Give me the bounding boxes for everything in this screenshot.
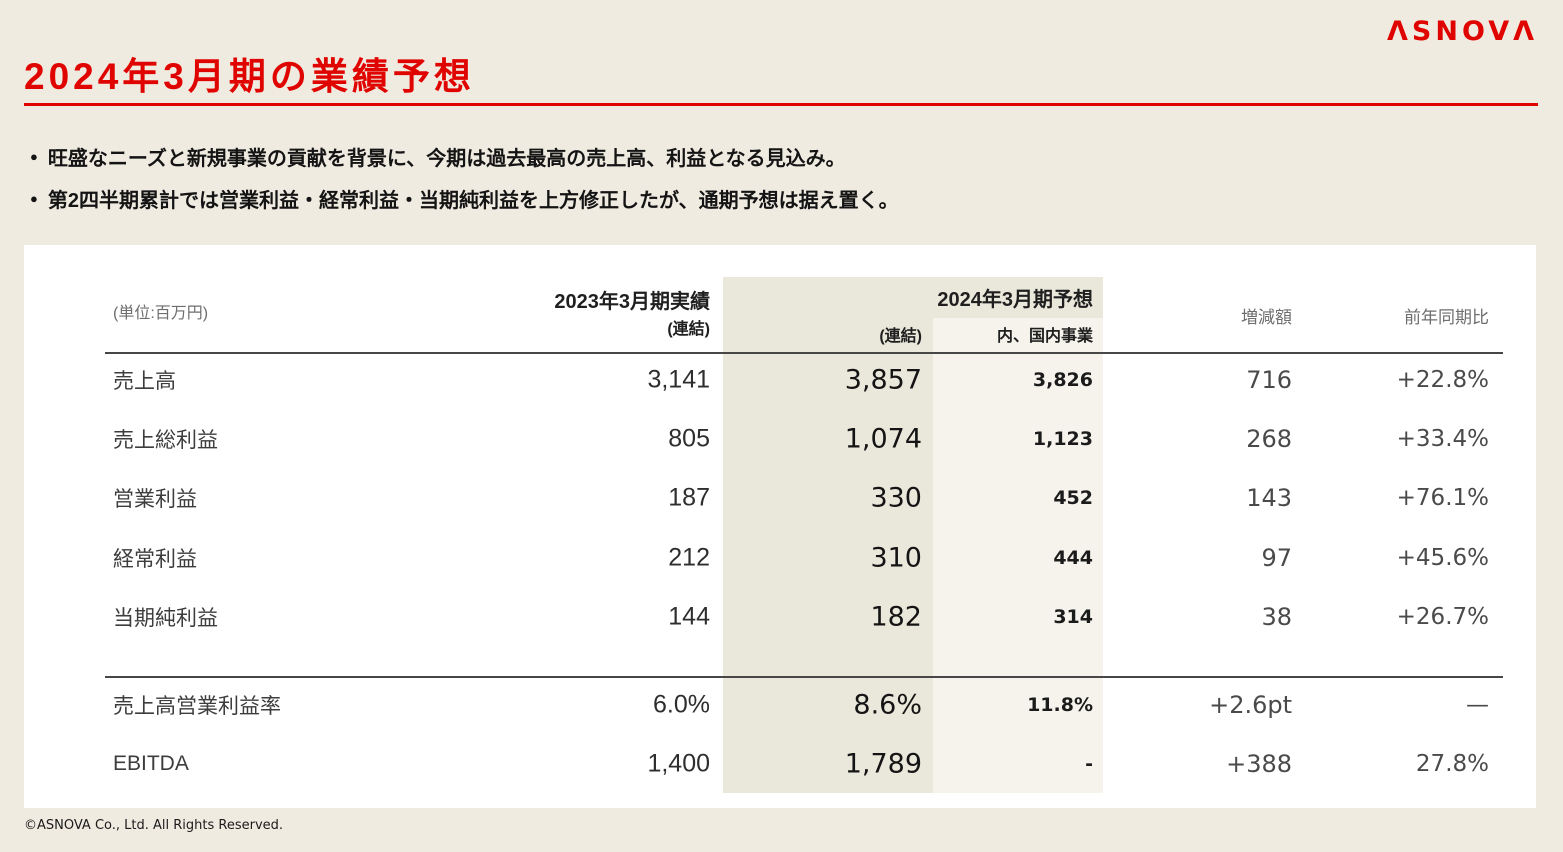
cell-domestic: 11.8% [1027, 694, 1093, 716]
title-divider [24, 103, 1538, 106]
results-table-card: (単位:百万円) 2023年3月期実績 (連結) 2024年3月期予想 (連結)… [24, 245, 1536, 808]
forecast-group-header-shade [933, 277, 1103, 318]
section-divider [105, 676, 1503, 678]
cell-domestic: - [1085, 753, 1093, 775]
col-header-2024-forecast: 2024年3月期予想 [937, 289, 1093, 311]
row-label: 売上高 [113, 370, 176, 393]
row-label: 売上総利益 [113, 429, 218, 452]
cell-actual-2023: 805 [668, 424, 710, 453]
cell-domestic: 452 [1053, 487, 1093, 509]
col-header-2024-domestic: 内、国内事業 [996, 328, 1093, 345]
col-header-yoy: 前年同期比 [1404, 308, 1489, 327]
table-row: 当期純利益 144 182 314 38 +26.7% [105, 592, 1503, 642]
cell-actual-2023: 1,400 [647, 749, 710, 778]
col-header-2024-consolidated: (連結) [879, 328, 922, 345]
cell-yoy: +33.4% [1396, 426, 1489, 452]
table-row: 売上高 3,141 3,857 3,826 716 +22.8% [105, 355, 1503, 405]
bullet-icon: ● [30, 191, 38, 206]
cell-forecast-2024: 8.6% [853, 689, 922, 721]
cell-actual-2023: 6.0% [653, 690, 710, 719]
cell-domestic: 444 [1053, 547, 1093, 569]
bullet-text: 第2四半期累計では営業利益・経常利益・当期純利益を上方修正したが、通期予想は据え… [47, 190, 899, 212]
footer-copyright: ©ASNOVA Co., Ltd. All Rights Reserved. [24, 818, 284, 833]
cell-forecast-2024: 330 [870, 482, 922, 514]
row-label: 売上高営業利益率 [113, 695, 281, 718]
cell-forecast-2024: 1,789 [844, 748, 922, 780]
cell-forecast-2024: 3,857 [844, 364, 922, 396]
cell-forecast-2024: 1,074 [844, 423, 922, 455]
cell-change: 716 [1246, 366, 1292, 394]
cell-change: +388 [1226, 750, 1292, 778]
forecast-domestic-column-shade [933, 318, 1103, 793]
cell-forecast-2024: 310 [870, 542, 922, 574]
table-row: 売上総利益 805 1,074 1,123 268 +33.4% [105, 414, 1503, 464]
cell-yoy: — [1466, 692, 1489, 718]
cell-yoy: +45.6% [1396, 545, 1489, 571]
page-title: 2024年3月期の業績予想 [24, 56, 475, 97]
cell-yoy: 27.8% [1415, 751, 1489, 777]
bullet-text: 旺盛なニーズと新規事業の貢献を背景に、今期は過去最高の売上高、利益となる見込み。 [47, 148, 846, 170]
col-header-2023-sub: (連結) [667, 321, 710, 338]
table-row: EBITDA 1,400 1,789 - +388 27.8% [105, 739, 1503, 789]
cell-actual-2023: 187 [668, 483, 710, 512]
cell-yoy: +22.8% [1396, 367, 1489, 393]
cell-domestic: 3,826 [1032, 369, 1093, 391]
cell-change: 38 [1261, 603, 1292, 631]
row-label: 当期純利益 [113, 607, 218, 630]
cell-actual-2023: 3,141 [647, 365, 710, 394]
table-row: 営業利益 187 330 452 143 +76.1% [105, 473, 1503, 523]
row-label: EBITDA [113, 752, 189, 775]
row-label: 経常利益 [113, 548, 197, 571]
cell-actual-2023: 212 [668, 543, 710, 572]
forecast-consolidated-column-shade [723, 277, 933, 793]
cell-yoy: +26.7% [1396, 604, 1489, 630]
header-divider [105, 352, 1503, 354]
col-header-2023-actual: 2023年3月期実績 [554, 291, 710, 313]
asnova-logo: ΛSNOVΛ [1387, 16, 1538, 47]
cell-change: +2.6pt [1209, 691, 1292, 719]
row-label: 営業利益 [113, 488, 197, 511]
bullet-item: ● 第2四半期累計では営業利益・経常利益・当期純利益を上方修正したが、通期予想は… [30, 184, 899, 213]
cell-change: 97 [1261, 544, 1292, 572]
cell-actual-2023: 144 [668, 602, 710, 631]
table-row: 経常利益 212 310 444 97 +45.6% [105, 533, 1503, 583]
cell-domestic: 314 [1053, 606, 1093, 628]
cell-change: 143 [1246, 484, 1292, 512]
cell-yoy: +76.1% [1396, 485, 1489, 511]
cell-forecast-2024: 182 [870, 601, 922, 633]
table-unit-note: (単位:百万円) [113, 305, 209, 322]
cell-domestic: 1,123 [1032, 428, 1093, 450]
bullet-icon: ● [30, 149, 38, 164]
bullet-item: ● 旺盛なニーズと新規事業の貢献を背景に、今期は過去最高の売上高、利益となる見込… [30, 142, 846, 171]
col-header-change: 増減額 [1241, 308, 1292, 327]
cell-change: 268 [1246, 425, 1292, 453]
table-row: 売上高営業利益率 6.0% 8.6% 11.8% +2.6pt — [105, 680, 1503, 730]
